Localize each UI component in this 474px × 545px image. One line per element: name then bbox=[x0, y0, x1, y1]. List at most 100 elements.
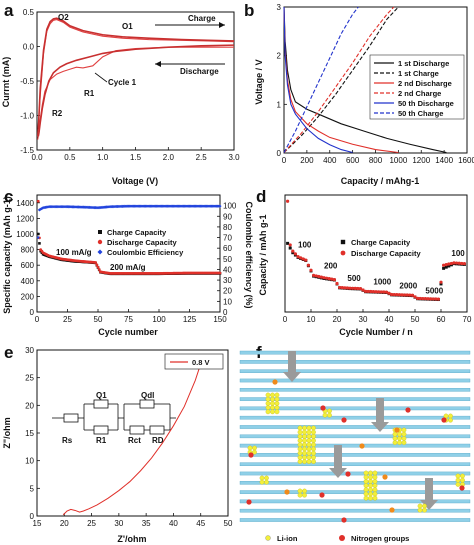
y-tick-label-a: -0.5 bbox=[20, 77, 34, 86]
point-discharge-d bbox=[460, 261, 464, 266]
legend-label-b: 50 th Charge bbox=[398, 109, 443, 118]
rate-annotations-d: 100 200 500 1000 2000 5000 100 bbox=[298, 240, 465, 295]
point-efficiency-c bbox=[218, 204, 222, 208]
point-discharge-d bbox=[423, 297, 427, 301]
x-tick-label-d: 70 bbox=[463, 315, 472, 324]
nitrogen-group bbox=[441, 417, 447, 423]
point-discharge-c bbox=[97, 268, 101, 271]
point-discharge-c bbox=[218, 271, 222, 275]
y-tick-label-b: 2 bbox=[277, 52, 282, 61]
point-discharge-d bbox=[371, 290, 375, 294]
li-ion bbox=[311, 425, 316, 431]
y-tick-label-a: 0.5 bbox=[23, 8, 35, 17]
li-ion bbox=[311, 450, 316, 456]
legend-marker-c bbox=[97, 239, 103, 245]
point-discharge-d bbox=[288, 243, 292, 247]
li-ion bbox=[363, 474, 369, 480]
annotation-o1: O1 bbox=[122, 22, 133, 31]
y-right-tick-label-c: 100 bbox=[223, 202, 237, 211]
y-tick-label-a: -1.0 bbox=[20, 112, 34, 121]
li-ion bbox=[368, 495, 373, 501]
x-tick-label-c: 0 bbox=[35, 315, 40, 324]
point-charge-d bbox=[286, 241, 290, 245]
diffusion-arrow-head bbox=[420, 500, 438, 510]
point-discharge-d bbox=[392, 292, 396, 297]
li-ion-clusters bbox=[247, 392, 465, 513]
series-group-c bbox=[36, 199, 222, 276]
li-ion bbox=[363, 470, 369, 476]
x-tick-label-a: 0.5 bbox=[64, 153, 76, 162]
panel-letter-b: b bbox=[244, 1, 254, 20]
nitrogen-group bbox=[319, 492, 325, 498]
li-ion bbox=[259, 475, 265, 481]
point-discharge-d bbox=[444, 263, 448, 267]
resistor-rct bbox=[129, 425, 145, 435]
x-tick-label-c: 100 bbox=[152, 315, 166, 324]
li-ion bbox=[302, 455, 307, 460]
li-ion bbox=[306, 446, 312, 452]
li-ion bbox=[455, 473, 461, 479]
li-ion bbox=[401, 431, 407, 437]
point-discharge-c bbox=[36, 199, 40, 203]
legend-marker-c bbox=[98, 230, 102, 234]
li-ion bbox=[392, 436, 398, 441]
point-discharge-d bbox=[400, 293, 404, 297]
x-tick-label-a: 2.0 bbox=[163, 153, 175, 162]
li-ion bbox=[302, 446, 307, 452]
y-tick-label-a: 0.0 bbox=[23, 43, 35, 52]
nitrogen-group bbox=[389, 507, 395, 513]
x-tick-label-e: 35 bbox=[142, 519, 151, 528]
x-axis-label-c: Cycle number bbox=[98, 327, 158, 337]
li-ion bbox=[297, 442, 303, 448]
graphene-layer bbox=[239, 481, 471, 485]
x-tick-label-e: 25 bbox=[87, 519, 96, 528]
li-ion bbox=[372, 479, 378, 484]
y-right-tick-label-c: 0 bbox=[223, 308, 228, 317]
resistor-rd bbox=[149, 425, 165, 435]
x-tick-label-d: 0 bbox=[283, 315, 288, 324]
point-discharge-d bbox=[390, 292, 394, 297]
rate-label-d: 2000 bbox=[399, 282, 417, 291]
point-discharge-d bbox=[304, 258, 308, 262]
x-axis-label-e: Z'/ohm bbox=[117, 534, 146, 544]
li-ion bbox=[252, 445, 257, 451]
x-tick-label-b: 400 bbox=[323, 156, 337, 165]
li-ion bbox=[247, 445, 253, 451]
element-q1 bbox=[93, 399, 109, 409]
point-discharge-d bbox=[397, 293, 401, 297]
point-discharge-d bbox=[330, 277, 334, 281]
point-discharge-d bbox=[301, 257, 305, 261]
y-tick-label-b: 1 bbox=[277, 100, 282, 109]
point-discharge-d bbox=[340, 286, 344, 290]
graphene-layer bbox=[239, 369, 471, 374]
nitrogen-groups bbox=[246, 379, 465, 523]
legend-label-b: 2 nd Charge bbox=[398, 89, 441, 98]
y-axis-label-e: Z"/ohm bbox=[2, 417, 12, 448]
graphene-layer bbox=[239, 415, 471, 420]
li-ion bbox=[302, 442, 307, 448]
y-right-tick-label-c: 80 bbox=[223, 223, 232, 232]
legend-box-b bbox=[369, 54, 465, 120]
li-ion bbox=[265, 401, 271, 406]
li-ion bbox=[302, 438, 307, 443]
point-discharge-d bbox=[345, 286, 349, 290]
element-qdl bbox=[139, 399, 155, 409]
point-discharge-d bbox=[364, 289, 368, 293]
x-tick-label-e: 45 bbox=[196, 519, 205, 528]
point-discharge-c bbox=[94, 261, 97, 264]
plot-frame-d bbox=[284, 194, 468, 313]
li-ion bbox=[363, 495, 369, 501]
diffusion-arrow-head bbox=[329, 468, 347, 478]
y-tick-label-e: 15 bbox=[25, 429, 34, 438]
y-tick-label-c: 800 bbox=[21, 246, 35, 255]
li-ion bbox=[302, 425, 307, 431]
nitrogen-group bbox=[284, 489, 290, 495]
y-right-tick-label-c: 60 bbox=[223, 244, 232, 253]
li-ion bbox=[302, 492, 307, 498]
charge-arrow-head bbox=[219, 22, 225, 28]
x-tick-label-e: 40 bbox=[169, 519, 178, 528]
legend-n-marker bbox=[339, 535, 345, 541]
point-discharge-d bbox=[343, 286, 347, 290]
li-ion bbox=[401, 440, 407, 445]
graphene-layer bbox=[239, 453, 471, 457]
